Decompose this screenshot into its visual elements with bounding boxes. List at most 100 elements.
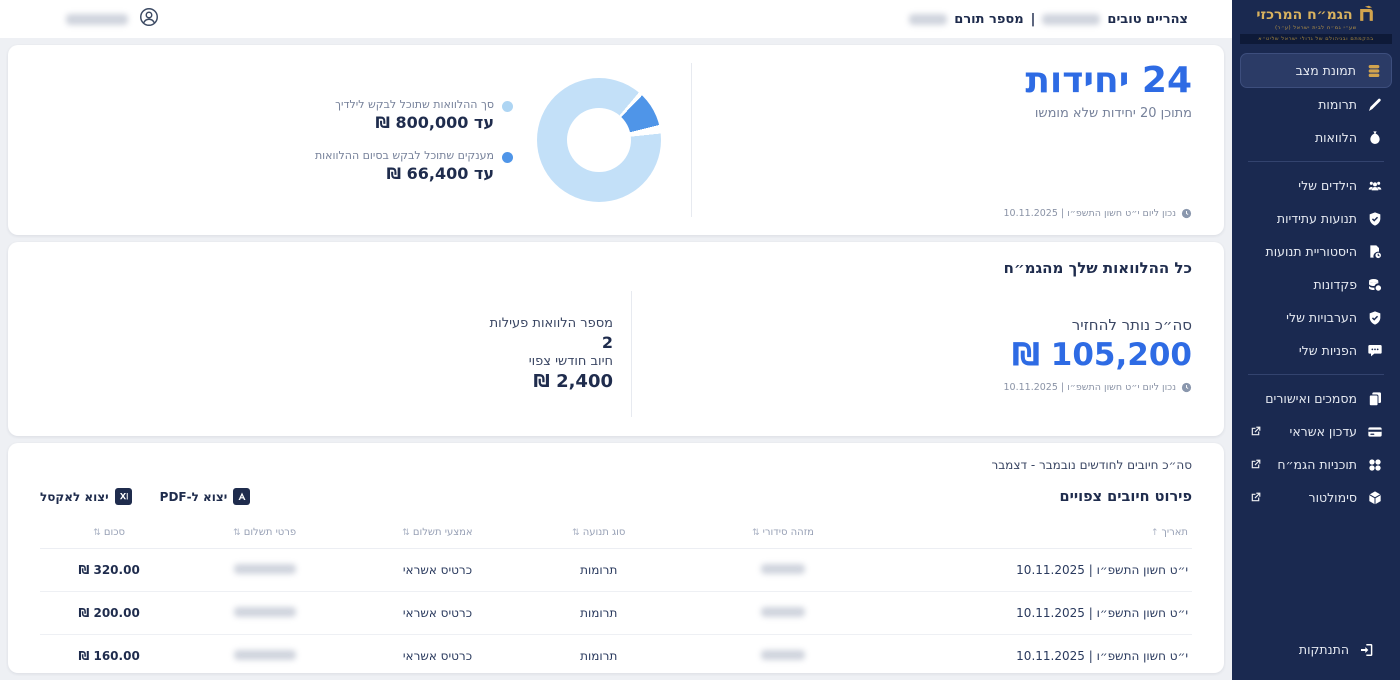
documents-icon: [1366, 390, 1383, 407]
table-header-row: תאריך↑ מזהה סידורי⇅ סוג תנועה⇅ אמצעי תשל…: [40, 518, 1192, 549]
sidebar-item-gemach-plans[interactable]: תוכניות הגמ״ח: [1240, 448, 1392, 481]
legend-dot-dark: [502, 151, 513, 163]
clock-icon: [1181, 382, 1192, 392]
as-of-date: נכון ליום י״ט חשון התשפ״ו | 10.11.2025: [692, 208, 1192, 219]
units-chart-area: סך ההלוואות שתוכל לבקש לילדיך עד 800,000…: [40, 61, 691, 219]
sidebar-item-status-overview[interactable]: תמונת מצב: [1240, 53, 1392, 88]
cell-method: כרטיס אשראי: [351, 634, 524, 673]
main-area: צהריים טובים | מספר תורם 24 יחידות מתוכן…: [0, 0, 1232, 673]
charges-title: פירוט חיובים צפויים: [1059, 489, 1193, 505]
table-row: י״ט חשון התשפ״ו | 10.11.2025 תרומות כרטי…: [40, 548, 1192, 592]
sidebar-item-loans[interactable]: הלוואות: [1240, 121, 1392, 154]
sidebar-item-donations[interactable]: תרומות: [1240, 88, 1392, 121]
column-header-date[interactable]: תאריך↑: [892, 518, 1192, 549]
sidebar-item-label: מסמכים ואישורים: [1265, 391, 1357, 406]
sort-icon: ⇅: [93, 528, 101, 538]
sort-icon: ⇅: [233, 528, 241, 538]
export-pdf-button[interactable]: יצוא ל-PDF: [160, 488, 251, 505]
export-buttons: יצוא ל-PDF יצוא לאקסל: [40, 488, 251, 505]
redacted-serial-id: [761, 564, 806, 574]
active-loans-value: 2: [601, 333, 613, 352]
sidebar-item-transaction-history[interactable]: היסטוריית תנועות: [1240, 235, 1392, 268]
sidebar-item-my-children[interactable]: הילדים שלי: [1240, 169, 1392, 202]
sidebar-item-my-inquiries[interactable]: הפניות שלי: [1240, 334, 1392, 367]
sidebar-item-label: היסטוריית תנועות: [1265, 244, 1358, 259]
cell-amount: 160.00 ₪: [40, 634, 179, 673]
coins-icon: [1366, 276, 1383, 293]
sidebar-item-simulator[interactable]: סימולטור: [1240, 481, 1392, 514]
column-header-payment-method[interactable]: אמצעי תשלום⇅: [351, 518, 524, 549]
sidebar: הגמ״ח המרכזי שע״י גמ״ח לבית ישראל (ע״ר) …: [1232, 0, 1400, 680]
cell-details: [178, 634, 352, 673]
sidebar-item-credit-update[interactable]: עדכון אשראי: [1240, 415, 1392, 448]
user-profile-icon[interactable]: [138, 6, 160, 32]
sidebar-item-label: סימולטור: [1308, 490, 1357, 505]
sidebar-item-label: הפניות שלי: [1298, 343, 1357, 358]
sidebar-item-label: עדכון אשראי: [1289, 424, 1357, 439]
monthly-charge-value: 2,400 ₪: [533, 371, 613, 392]
excel-file-icon: [114, 488, 132, 505]
shield-check-icon: [1366, 210, 1383, 227]
document-history-icon: [1366, 243, 1383, 260]
sidebar-item-deposits[interactable]: פקדונות: [1240, 268, 1392, 301]
column-header-serial-id[interactable]: מזהה סידורי⇅: [673, 518, 893, 549]
column-header-amount[interactable]: סכום⇅: [40, 518, 179, 549]
redacted-payment-details: [233, 607, 296, 617]
logo-title: הגמ״ח המרכזי: [1256, 6, 1353, 23]
donor-number-label: מספר תורם: [954, 11, 1024, 27]
units-title: 24 יחידות: [1025, 60, 1192, 101]
cell-method: כרטיס אשראי: [351, 591, 524, 635]
pdf-file-icon: [233, 488, 251, 505]
sidebar-item-label: תרומות: [1318, 97, 1357, 112]
table-row: י״ט חשון התשפ״ו | 10.11.2025 תרומות כרטי…: [40, 591, 1192, 635]
redacted-payment-details: [233, 564, 296, 574]
legend-dot-light: [502, 100, 513, 112]
loans-title: כל ההלוואות שלך מהגמ״ח: [1003, 259, 1192, 277]
column-header-transaction-type[interactable]: סוג תנועה⇅: [523, 518, 674, 549]
cell-serial-id: [673, 634, 893, 673]
sidebar-item-label: הלוואות: [1314, 130, 1357, 145]
sidebar-item-label: תנועות עתידיות: [1276, 211, 1357, 226]
profile-cluster: [66, 6, 160, 32]
logo: הגמ״ח המרכזי שע״י גמ״ח לבית ישראל (ע״ר) …: [1232, 0, 1400, 44]
sort-icon: ⇅: [572, 528, 580, 538]
redacted-donor-number: [909, 13, 948, 25]
cell-date: י״ט חשון התשפ״ו | 10.11.2025: [892, 591, 1192, 635]
external-link-icon: [1249, 458, 1262, 471]
credit-card-icon: [1366, 423, 1383, 440]
logout-button[interactable]: התנתקות: [1240, 633, 1392, 666]
active-loans-label: מספר הלוואות פעילות: [489, 316, 613, 331]
logout-icon: [1358, 641, 1375, 658]
cell-type: תרומות: [523, 548, 674, 592]
cell-details: [178, 591, 352, 635]
redacted-payment-details: [233, 650, 296, 660]
logo-subtitle: שע״י גמ״ח לבית ישראל (ע״ר): [1275, 25, 1357, 31]
sort-asc-icon: ↑: [1150, 528, 1159, 538]
sidebar-item-label: פקדונות: [1313, 277, 1357, 292]
donut-chart: [537, 78, 661, 202]
remaining-label: סה״כ נותר להחזיר: [1071, 315, 1192, 334]
table-row: י״ט חשון התשפ״ו | 10.11.2025 תרומות כרטי…: [40, 634, 1192, 673]
remaining-value: 105,200 ₪: [1011, 336, 1192, 373]
redacted-serial-id: [761, 607, 806, 617]
sidebar-item-label: הערבויות שלי: [1286, 310, 1357, 325]
greeting: צהריים טובים | מספר תורם: [909, 12, 1188, 27]
redacted-user-name: [1042, 13, 1101, 25]
sidebar-item-my-guarantees[interactable]: הערבויות שלי: [1240, 301, 1392, 334]
divider: [691, 63, 692, 217]
sidebar-nav: תמונת מצב תרומות הלוואות הילדים שלי תנוע…: [1232, 44, 1400, 680]
sidebar-item-label: הילדים שלי: [1298, 178, 1357, 193]
sidebar-item-future-transactions[interactable]: תנועות עתידיות: [1240, 202, 1392, 235]
chat-dots-icon: [1366, 342, 1383, 359]
loans-card: כל ההלוואות שלך מהגמ״ח סה״כ נותר להחזיר …: [8, 242, 1224, 436]
charges-table: תאריך↑ מזהה סידורי⇅ סוג תנועה⇅ אמצעי תשל…: [40, 518, 1192, 673]
divider: [1248, 374, 1384, 375]
sidebar-item-documents[interactable]: מסמכים ואישורים: [1240, 382, 1392, 415]
sidebar-item-label: תמונת מצב: [1295, 63, 1356, 78]
charges-card: סה״כ חיובים לחודשים נובמבר - דצמבר פירוט…: [8, 443, 1224, 673]
column-header-payment-details[interactable]: פרטי תשלום⇅: [178, 518, 352, 549]
export-excel-button[interactable]: יצוא לאקסל: [40, 488, 132, 505]
logo-strip: בהקמתם ובניהולם של גדולי ישראל שליט״א: [1240, 34, 1392, 44]
external-link-icon: [1249, 491, 1262, 504]
